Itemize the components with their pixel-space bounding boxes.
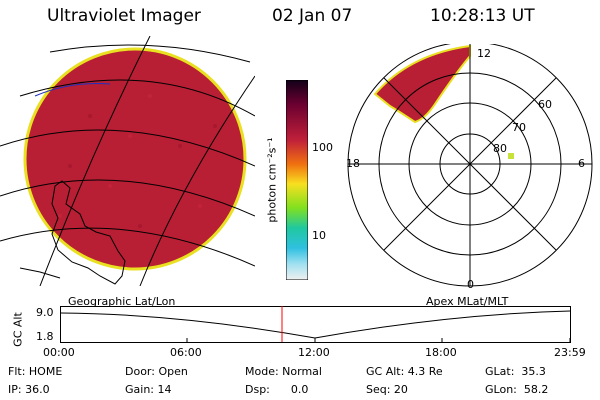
ip-value: IP: 36.0 (8, 383, 50, 396)
geographic-latlon-label: Geographic Lat/Lon (68, 295, 176, 308)
door-status: Door: Open (125, 365, 188, 378)
polar-label-18: 18 (346, 157, 360, 170)
y-tick-9: 9.0 (36, 306, 54, 319)
dsp-value: Dsp: 0.0 (245, 383, 309, 396)
x-tick-1800: 18:00 (425, 346, 457, 359)
coastline (51, 180, 126, 285)
polar-radials (348, 44, 592, 286)
x-tick-1200: 12:00 (298, 346, 330, 359)
y-tick-1-8: 1.8 (36, 330, 54, 343)
colorbar-unit-label: photon cm⁻²s⁻¹ (265, 137, 279, 223)
sequence-value: Seq: 20 (366, 383, 408, 396)
coastline-blue (34, 83, 111, 97)
gain-value: Gain: 14 (125, 383, 172, 396)
auroral-region (373, 44, 471, 124)
polar-lat-80: 80 (493, 142, 507, 155)
time-label: 10:28:13 UT (430, 6, 535, 26)
x-tick-0000: 00:00 (43, 346, 75, 359)
polar-label-12: 12 (477, 47, 491, 60)
polar-lat-60: 60 (538, 98, 552, 111)
spacecraft-marker (508, 153, 514, 159)
polar-mlat-mlt-plot (347, 44, 593, 287)
gc-alt-axis-label: GC Alt (11, 312, 25, 347)
x-tick-0600: 06:00 (170, 346, 202, 359)
polar-lat-70: 70 (512, 121, 526, 134)
glon-value: GLon: 58.2 (485, 383, 549, 396)
colorbar-tick-10: 10 (312, 229, 326, 242)
x-tick-2359: 23:59 (554, 346, 586, 359)
altitude-timeline-plot (60, 306, 571, 343)
glat-value: GLat: 35.3 (485, 365, 546, 378)
disk-texture (58, 94, 217, 228)
instrument-title: Ultraviolet Imager (47, 6, 201, 26)
uv-disk (23, 47, 247, 271)
mode-status: Mode: Normal (245, 365, 322, 378)
polar-label-0: 0 (467, 278, 474, 291)
altitude-curve (60, 310, 571, 339)
coastline-south (19, 267, 61, 279)
x-ticks (60, 338, 571, 342)
apex-mlat-mlt-label: Apex MLat/MLT (426, 295, 509, 308)
flight-status: Flt: HOME (8, 365, 63, 378)
geographic-disk-image (0, 36, 255, 286)
date-label: 02 Jan 07 (272, 6, 353, 26)
polar-label-6: 6 (578, 157, 585, 170)
graticule (0, 36, 255, 286)
color-scale-bar (286, 80, 308, 280)
gc-alt-value: GC Alt: 4.3 Re (366, 365, 443, 378)
colorbar-tick-100: 100 (312, 141, 333, 154)
